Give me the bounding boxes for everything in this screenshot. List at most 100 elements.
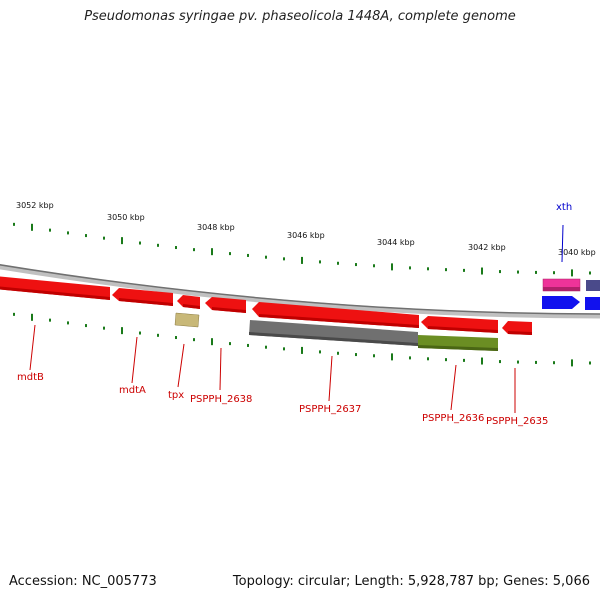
blue-gene-arrow[interactable] xyxy=(585,297,600,310)
label-leaders xyxy=(29,324,516,413)
minor-tick xyxy=(103,236,105,240)
minor-tick xyxy=(445,268,447,272)
leader-line xyxy=(219,347,222,391)
tpx-gene-shade xyxy=(183,304,200,309)
olive-feature-shade xyxy=(418,345,498,351)
leader-line xyxy=(131,336,138,384)
minor-tick xyxy=(355,263,357,267)
scale-ticks-outer xyxy=(13,222,591,277)
mdtB-gene-shade xyxy=(0,286,110,300)
scale-ticks-inner xyxy=(13,312,591,367)
major-tick xyxy=(301,346,303,354)
map-title: Pseudomonas syringae pv. phaseolicola 14… xyxy=(84,9,516,24)
minor-tick xyxy=(463,358,465,362)
gene-label-mdtB[interactable]: mdtB xyxy=(17,372,44,383)
major-tick xyxy=(31,313,33,321)
minor-tick xyxy=(589,361,591,365)
accession-text: Accession: NC_005773 xyxy=(9,574,157,589)
minor-tick xyxy=(139,241,141,245)
genome-backbone xyxy=(0,264,600,319)
scale-label: 3048 kbp xyxy=(197,223,235,232)
minor-tick xyxy=(373,264,375,268)
minor-tick xyxy=(319,260,321,264)
leader-line-xth xyxy=(561,224,564,263)
PSPPH_2635-gene-shade xyxy=(508,331,532,335)
minor-tick xyxy=(265,255,267,259)
scale-label: 3044 kbp xyxy=(377,238,415,247)
leader-line xyxy=(450,364,457,411)
PSPPH_2638-gene-shade xyxy=(212,307,246,313)
minor-tick xyxy=(427,267,429,271)
minor-tick xyxy=(103,326,105,330)
minor-tick xyxy=(427,357,429,361)
minor-tick xyxy=(67,321,69,325)
gene-label-PSPPH_2637[interactable]: PSPPH_2637 xyxy=(299,404,361,415)
genome-summary-text: Topology: circular; Length: 5,928,787 bp… xyxy=(232,574,590,589)
mdtB-gene[interactable] xyxy=(0,276,110,300)
scale-label: 3046 kbp xyxy=(287,231,325,240)
gene-label-PSPPH_2635[interactable]: PSPPH_2635 xyxy=(486,416,548,427)
minor-tick xyxy=(553,271,555,275)
gene-label-PSPPH_2638[interactable]: PSPPH_2638 xyxy=(190,394,252,405)
minor-tick xyxy=(49,228,51,232)
major-tick xyxy=(31,223,33,231)
xth-feature-shade xyxy=(543,287,580,291)
minor-tick xyxy=(193,338,195,342)
scale-label: 3050 kbp xyxy=(107,213,145,222)
major-tick xyxy=(121,237,123,245)
minor-tick xyxy=(85,324,87,328)
slate-feature[interactable] xyxy=(586,280,600,291)
khaki-feature[interactable] xyxy=(174,312,200,328)
mdtA-gene-shade xyxy=(119,298,173,306)
minor-tick xyxy=(283,257,285,261)
minor-tick xyxy=(337,351,339,355)
major-tick xyxy=(481,267,483,275)
scale-label: 3042 kbp xyxy=(468,243,506,252)
cds-row xyxy=(0,276,532,335)
minor-tick xyxy=(13,222,15,226)
leader-line xyxy=(328,355,333,402)
leader-line xyxy=(29,324,36,371)
minor-tick xyxy=(49,318,51,322)
gene-label-tpx[interactable]: tpx xyxy=(168,390,184,401)
minor-tick xyxy=(67,231,69,235)
minor-tick xyxy=(85,234,87,238)
gene-label-PSPPH_2636[interactable]: PSPPH_2636 xyxy=(422,413,484,424)
minor-tick xyxy=(247,343,249,347)
major-tick xyxy=(481,357,483,365)
minor-tick xyxy=(463,268,465,272)
minor-tick xyxy=(283,347,285,351)
major-tick xyxy=(211,248,213,256)
major-tick xyxy=(571,359,573,367)
major-tick xyxy=(571,269,573,277)
major-tick xyxy=(391,353,393,361)
minor-tick xyxy=(355,353,357,357)
scale-label: 3052 kbp xyxy=(16,201,54,210)
minor-tick xyxy=(499,360,501,364)
minor-tick xyxy=(517,360,519,364)
minor-tick xyxy=(157,243,159,247)
major-tick xyxy=(391,263,393,271)
minor-tick xyxy=(445,358,447,362)
minor-tick xyxy=(409,356,411,360)
minor-tick xyxy=(409,266,411,270)
minor-tick xyxy=(319,350,321,354)
minor-tick xyxy=(229,342,231,346)
minor-tick xyxy=(535,270,537,274)
scale-label: 3040 kbp xyxy=(558,248,596,257)
blue-gene-arrow[interactable] xyxy=(542,296,580,309)
grey-feature-shade xyxy=(249,332,418,346)
PSPPH_2637-gene-shade xyxy=(259,314,419,328)
gene-label-mdtA[interactable]: mdtA xyxy=(119,385,146,396)
PSPPH_2637-gene[interactable] xyxy=(252,302,419,328)
gene-label-xth[interactable]: xth xyxy=(556,202,572,213)
grey-feature[interactable] xyxy=(249,320,418,346)
minor-tick xyxy=(139,331,141,335)
minor-tick xyxy=(13,312,15,316)
minor-tick xyxy=(499,270,501,274)
PSPPH_2636-gene-shade xyxy=(428,326,498,333)
leader-line xyxy=(177,343,185,388)
major-tick xyxy=(301,256,303,264)
minor-tick xyxy=(175,246,177,250)
